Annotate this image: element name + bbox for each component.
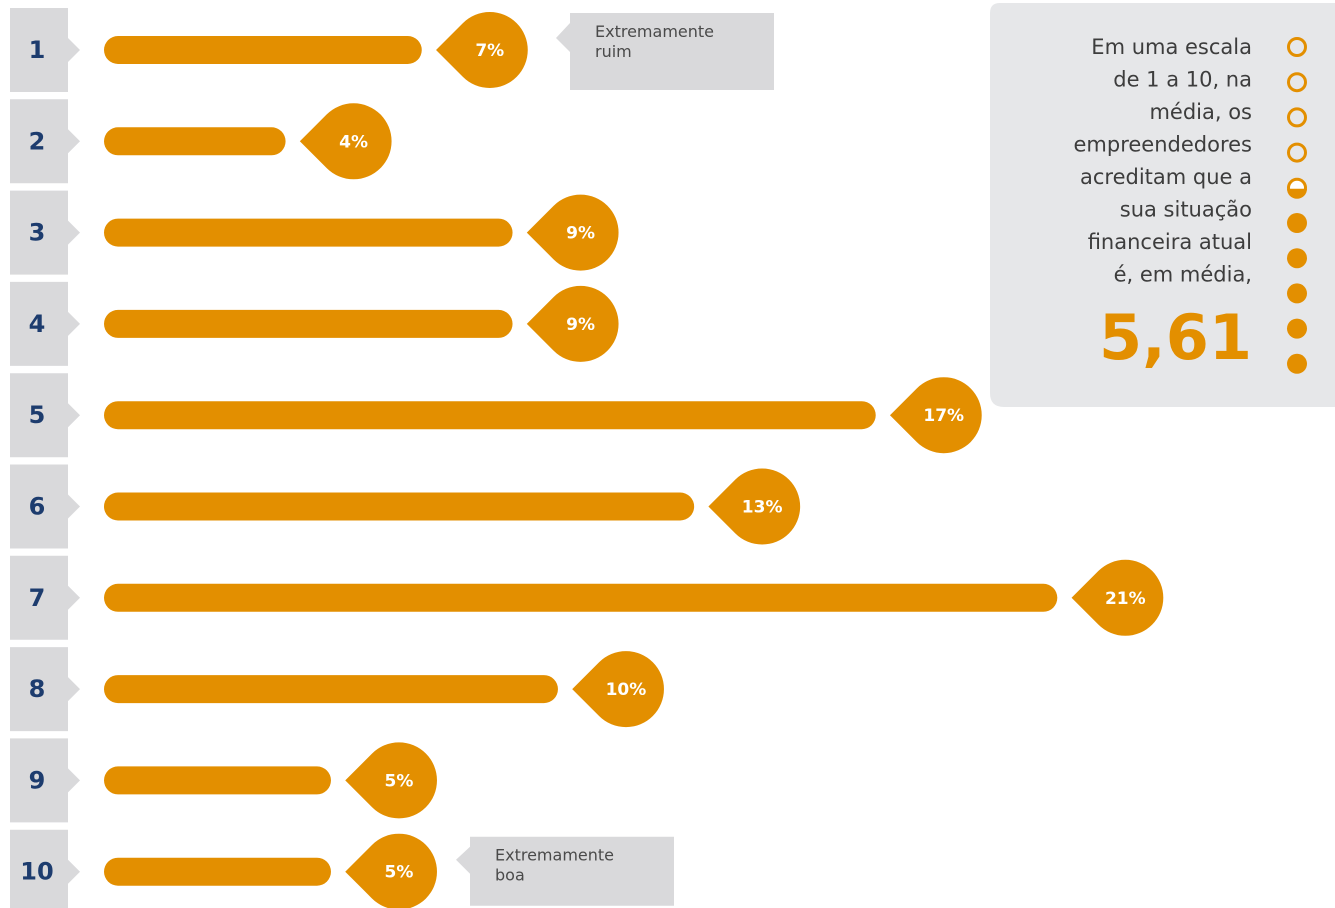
bar: [104, 36, 422, 64]
category-box: [10, 99, 80, 184]
value-label: 17%: [923, 406, 964, 426]
value-bubble: [345, 742, 437, 819]
category-box: [10, 8, 80, 92]
bar: [104, 766, 331, 795]
bar: [104, 127, 286, 156]
category-box: [10, 190, 80, 275]
callout-text: média, os: [1149, 100, 1252, 124]
value-bubble: [526, 285, 619, 362]
value-bubble: [345, 833, 437, 908]
bar: [104, 583, 1058, 612]
value-bubble: [526, 194, 619, 271]
value-label: 7%: [475, 41, 504, 61]
value-label: 9%: [566, 315, 595, 335]
dot: [1287, 213, 1307, 233]
category-label: 3: [29, 219, 46, 247]
callout-value: 5,61: [1099, 301, 1252, 374]
category-box: [10, 281, 80, 366]
bar: [104, 218, 513, 247]
value-label: 13%: [742, 498, 783, 518]
annotation-text: Extremamente: [495, 846, 614, 865]
category-label: 6: [29, 493, 46, 521]
dot: [1287, 283, 1307, 304]
value-bubble: [436, 11, 528, 88]
category-box: [10, 555, 80, 640]
dot-half: [1287, 188, 1307, 199]
annotation-box: [456, 836, 674, 906]
dot: [1287, 72, 1307, 93]
annotation-text: boa: [495, 866, 525, 885]
category-box: [10, 829, 80, 908]
annotation-text: Extremamente: [595, 22, 714, 41]
value-label: 4%: [339, 132, 368, 152]
category-box: [10, 464, 80, 549]
category-label: 4: [29, 310, 46, 338]
value-bubble: [1071, 559, 1164, 636]
scale-dots: [1287, 37, 1307, 374]
value-label: 5%: [385, 771, 414, 791]
category-label: 2: [29, 127, 46, 155]
category-label: 5: [29, 401, 46, 429]
callout-text: de 1 a 10, na: [1113, 68, 1252, 92]
value-bubble: [708, 468, 801, 545]
bar: [104, 857, 331, 886]
value-bubble: [889, 377, 982, 454]
category-label: 8: [29, 675, 46, 703]
bar: [104, 675, 558, 704]
callout-text: Em uma escala: [1091, 35, 1252, 59]
value-label: 21%: [1105, 589, 1146, 609]
dot: [1287, 248, 1307, 269]
callout-text: empreendedores: [1074, 133, 1253, 157]
category-label: 10: [20, 858, 53, 886]
annotation-box: [556, 13, 774, 90]
category-box: [10, 738, 80, 823]
dot: [1287, 107, 1307, 128]
value-label: 9%: [566, 224, 595, 244]
callout-text: acreditam que a: [1080, 165, 1252, 189]
category-box: [10, 647, 80, 732]
dot: [1287, 353, 1307, 374]
dot: [1287, 318, 1307, 339]
value-label: 5%: [385, 863, 414, 883]
callout-box: [990, 3, 1335, 407]
callout-text: é, em média,: [1114, 263, 1252, 287]
callout-text: sua situação: [1120, 198, 1252, 222]
category-box: [10, 373, 80, 458]
value-bubble: [572, 651, 664, 728]
bar: [104, 492, 695, 521]
category-label: 1: [29, 36, 46, 64]
bar: [104, 309, 513, 338]
bar: [104, 401, 876, 430]
dot: [1287, 142, 1307, 163]
category-label: 9: [29, 766, 46, 794]
annotation-text: ruim: [595, 42, 632, 61]
value-bubble: [299, 103, 392, 180]
category-label: 7: [29, 584, 46, 612]
value-label: 10%: [606, 680, 647, 700]
dot: [1287, 37, 1307, 57]
callout-text: financeira atual: [1088, 230, 1252, 254]
